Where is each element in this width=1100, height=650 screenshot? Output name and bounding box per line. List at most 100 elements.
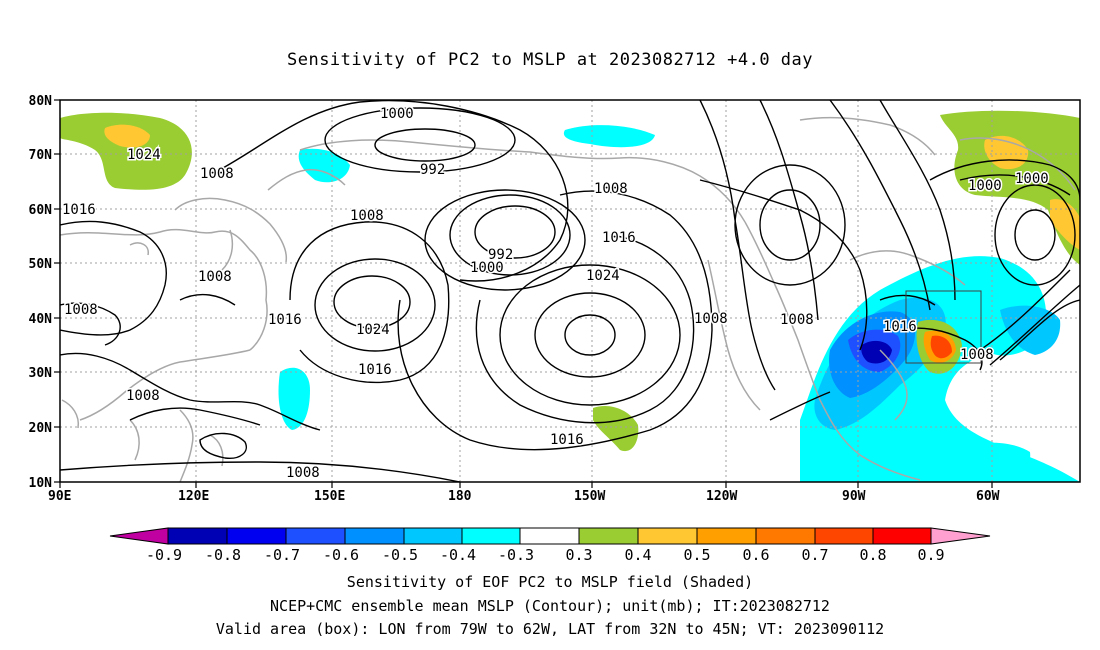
colorbar-cell [344, 527, 405, 545]
contour-label: 1016 [883, 319, 917, 335]
contour-label: 992 [488, 247, 513, 263]
tick-marks [54, 99, 993, 488]
mslp-contours [60, 100, 1080, 482]
colorbar-label: 0.9 [917, 546, 944, 564]
colorbar-labels: -0.9 -0.8 -0.7 -0.6 -0.5 -0.4 -0.3 0.3 0… [146, 546, 945, 564]
contour-label: 1024 [586, 268, 620, 284]
colorbar-label: 0.5 [683, 546, 710, 564]
shade-neg-caribbean [960, 442, 1031, 482]
shade-pos-greenland-core2 [1050, 199, 1080, 250]
contour-label: 1000 [470, 260, 504, 276]
shade-neg-chukchi [563, 125, 655, 148]
colorbar-label: -0.4 [440, 546, 476, 564]
contour-na-low-1 [759, 189, 821, 261]
contour-label: 1008 [960, 347, 994, 363]
colorbar-arrow-right [930, 527, 991, 545]
contour-high-2 [534, 292, 646, 378]
valid-area-box [905, 290, 982, 364]
colorbar-arrow-left [109, 527, 169, 545]
contour-label: 1000 [380, 106, 414, 122]
colorbar-cell [696, 527, 757, 545]
lat-label: 80N [29, 94, 53, 109]
shade-pos-siberia-core [104, 124, 150, 148]
shade-pos-greenland [940, 110, 1080, 265]
colorbar-cell [167, 527, 228, 545]
contour-label: 1016 [550, 432, 584, 448]
contour-label: 1008 [200, 166, 234, 182]
lon-label: 90E [48, 489, 71, 504]
colorbar-label: -0.7 [264, 546, 300, 564]
colorbar-label: -0.8 [205, 546, 241, 564]
shaded-sensitivity [60, 110, 1080, 482]
shade-neg-wpac [278, 367, 310, 430]
colorbar-cell [285, 527, 346, 545]
lon-label: 180 [448, 489, 472, 504]
caption-valid-area: Valid area (box): LON from 79W to 62W, L… [215, 620, 885, 638]
shade-neg-kamchatka [298, 148, 350, 183]
colorbar-cell [578, 527, 639, 545]
colorbar-label: -0.5 [382, 546, 418, 564]
contour-atl-low-2 [994, 184, 1076, 286]
lat-label: 70N [29, 148, 53, 163]
contour-label: 1016 [358, 362, 392, 378]
lon-label: 90W [842, 489, 866, 504]
colorbar [109, 527, 991, 545]
colorbar-label: 0.7 [801, 546, 828, 564]
contour-label: 992 [420, 162, 445, 178]
colorbar-label: 0.3 [565, 546, 592, 564]
lon-label: 120W [706, 489, 737, 504]
colorbar-cell [226, 527, 287, 545]
lon-label: 150W [574, 489, 605, 504]
plot-frame [59, 99, 1081, 483]
contour-label: 1024 [127, 147, 161, 163]
colorbar-cell [519, 527, 580, 545]
colorbar-cell [872, 527, 932, 545]
lat-label: 60N [29, 203, 53, 218]
colorbar-label: 0.6 [742, 546, 769, 564]
contour-wp-2 [314, 258, 436, 352]
lat-label: 10N [29, 476, 53, 491]
contour-high-1 [564, 314, 616, 356]
lon-label: 150E [314, 489, 345, 504]
contour-wp-1 [333, 275, 411, 329]
lon-labels: 90E 120E 150E 180 150W 120W 90W 60W [48, 489, 1000, 504]
contour-na-low-2 [734, 164, 846, 286]
lat-label: 40N [29, 312, 53, 327]
colorbar-label: -0.9 [146, 546, 182, 564]
contour-low-2 [449, 194, 571, 276]
caption-contour: NCEP+CMC ensemble mean MSLP (Contour); u… [270, 597, 830, 615]
contour-label: 1000 [1015, 171, 1049, 187]
contour-low-3 [424, 189, 586, 291]
colorbar-cell [814, 527, 874, 545]
contour-bering-1 [374, 128, 476, 162]
colorbar-cell [461, 527, 521, 545]
lat-label: 50N [29, 257, 53, 272]
lon-label: 60W [976, 489, 1000, 504]
contour-atl-low-1 [1014, 209, 1056, 261]
contour-label: 1008 [780, 312, 814, 328]
shade-pos-atlantic-core [930, 335, 952, 359]
shade-neg-eastus-peak [861, 340, 892, 364]
colorbar-label: 0.8 [859, 546, 886, 564]
contour-bering-2 [324, 107, 516, 173]
contour-label: 1008 [198, 269, 232, 285]
caption-shading: Sensitivity of EOF PC2 to MSLP field (Sh… [346, 573, 754, 591]
contour-label: 1016 [62, 202, 96, 218]
contour-label: 1016 [268, 312, 302, 328]
lat-label: 30N [29, 366, 53, 381]
lat-label: 20N [29, 421, 53, 436]
contour-label: 1008 [694, 311, 728, 327]
contour-label: 1008 [350, 208, 384, 224]
contour-labels: 1000 992 1024 1008 1016 1008 1008 992 10… [61, 105, 1051, 483]
contour-low-1 [474, 205, 556, 259]
contour-high-3 [499, 264, 681, 406]
map-title: Sensitivity of PC2 to MSLP at 2023082712… [286, 50, 813, 70]
contour-label: 1024 [356, 322, 390, 338]
contour-label: 1016 [602, 230, 636, 246]
colorbar-label: -0.3 [498, 546, 534, 564]
shade-pos-siberia [60, 112, 192, 190]
colorbar-cell [755, 527, 816, 545]
colorbar-cell [637, 527, 698, 545]
colorbar-label: -0.6 [323, 546, 359, 564]
